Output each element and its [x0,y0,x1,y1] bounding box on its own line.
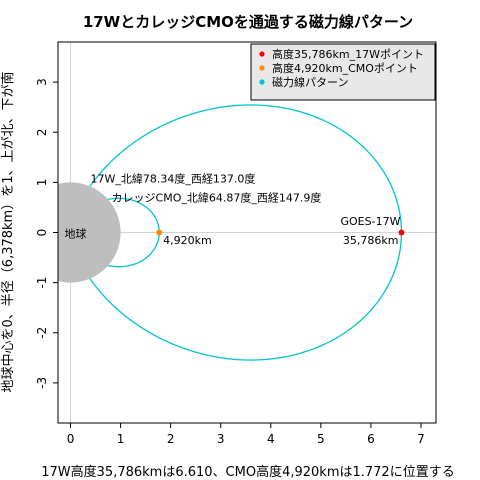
point-cmo [156,229,163,236]
y-tick-label: 1 [35,179,49,187]
legend-marker [259,51,265,57]
legend-marker [259,79,265,85]
x-tick-label: 1 [117,432,125,446]
x-axis-title: 17W高度35,786kmは6.610、CMO高度4,920kmは1.772に位… [41,464,454,480]
x-tick-label: 4 [267,432,275,446]
legend-label: 高度35,786km_17Wポイント [272,47,424,61]
point-goes-17w [398,229,405,236]
y-axis-title: 地球中心を0、半径（6,378km）を1、上が北、下が南 [0,72,16,393]
x-tick-label: 6 [367,432,375,446]
legend-marker [259,65,265,71]
footpoint-cmo-label: カレッジCMO_北緯64.87度_西経147.9度 [112,190,322,204]
earth-disk [58,182,121,283]
footpoint-17w-label: 17W_北緯78.34度_西経137.0度 [91,171,256,185]
y-tick-label: 0 [35,229,49,237]
y-tick-label: 2 [35,128,49,136]
y-tick-label: -3 [35,377,49,389]
cmo-altitude-label: 4,920km [163,234,212,247]
x-tick-label: 2 [167,432,175,446]
legend: 高度35,786km_17Wポイント高度4,920km_CMOポイント磁力線パタ… [250,43,436,101]
x-tick-label: 3 [217,432,225,446]
x-tick-label: 0 [67,432,75,446]
y-axis-ticks: 3 2 1 0 -1 -2 -3 [35,78,58,389]
legend-label: 高度4,920km_CMOポイント [272,61,418,75]
data-points [156,229,405,236]
legend-box [250,43,436,101]
y-tick-label: -2 [35,327,49,339]
legend-label: 磁力線パターン [272,75,348,89]
x-tick-label: 5 [317,432,325,446]
x-axis-ticks: 0 1 2 3 4 5 6 7 [67,423,425,446]
chart-title: 17WとカレッジCMOを通過する磁力線パターン [83,13,413,31]
goes-altitude-label: 35,786km [343,234,399,247]
earth-label: 地球 [65,227,87,241]
goes-name-label: GOES-17W [340,215,400,228]
x-tick-label: 7 [417,432,425,446]
y-tick-label: -1 [35,277,49,289]
y-tick-label: 3 [35,78,49,86]
